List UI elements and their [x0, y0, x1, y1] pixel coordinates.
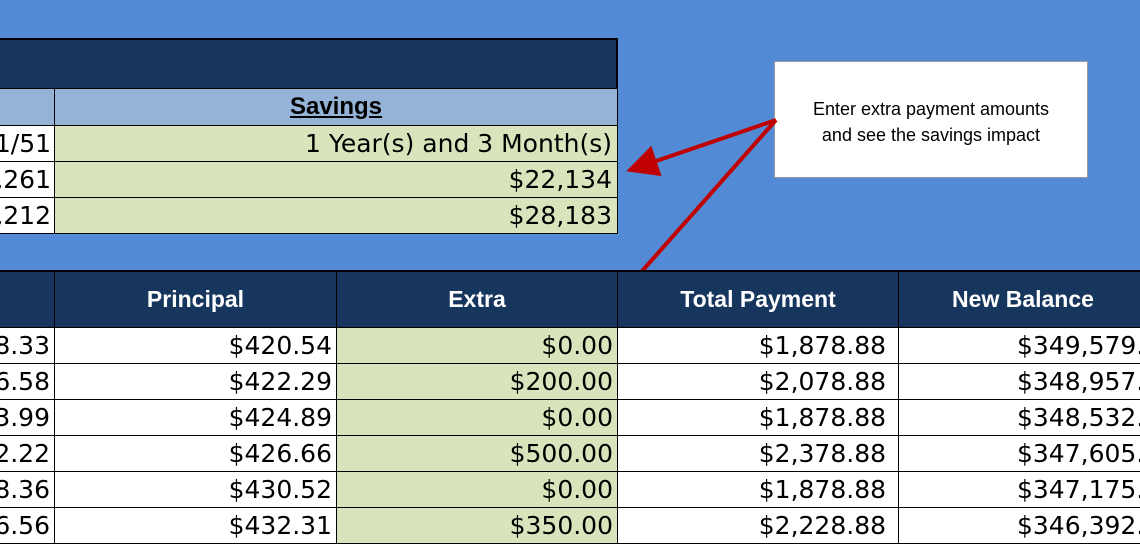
table-cell-total[interactable]: $1,878.88: [617, 327, 899, 364]
col-header-new-balance: New Balance: [898, 270, 1140, 328]
savings-header: Savings: [289, 93, 383, 120]
table-cell-total[interactable]: $1,878.88: [617, 471, 899, 508]
table-cell-total[interactable]: $1,878.88: [617, 399, 899, 436]
summary-corner-cell: [0, 88, 55, 126]
table-cell-balance[interactable]: $346,392.7: [898, 507, 1140, 544]
table-cell-c0[interactable]: 6.58: [0, 363, 55, 400]
table-cell-extra[interactable]: $0.00: [336, 327, 618, 364]
table-cell-extra[interactable]: $350.00: [336, 507, 618, 544]
table-cell-principal[interactable]: $420.54: [54, 327, 337, 364]
col-header-extra: Extra: [336, 270, 618, 328]
table-cell-c0[interactable]: 8.36: [0, 471, 55, 508]
callout-line-1: Enter extra payment amounts: [812, 99, 1050, 119]
table-cell-extra[interactable]: $0.00: [336, 399, 618, 436]
table-cell-principal[interactable]: $424.89: [54, 399, 337, 436]
table-cell-balance[interactable]: $347,175.: [898, 471, 1140, 508]
summary-left-cell-1[interactable]: 1/51: [0, 125, 55, 162]
table-cell-balance[interactable]: $348,532.3: [898, 399, 1140, 436]
table-cell-balance[interactable]: $349,579.4: [898, 327, 1140, 364]
col-header-total-payment: Total Payment: [617, 270, 899, 328]
table-cell-c0[interactable]: 3.99: [0, 399, 55, 436]
savings-total-cell[interactable]: $28,183: [54, 197, 618, 234]
col-header-0: [0, 270, 55, 328]
table-cell-principal[interactable]: $432.31: [54, 507, 337, 544]
callout-note: Enter extra payment amounts and see the …: [774, 61, 1088, 178]
table-cell-balance[interactable]: $347,605.6: [898, 435, 1140, 472]
table-cell-extra[interactable]: $500.00: [336, 435, 618, 472]
col-header-principal: Principal: [54, 270, 337, 328]
table-cell-extra[interactable]: $200.00: [336, 363, 618, 400]
arrow-to-savings: [626, 118, 777, 177]
summary-left-cell-3[interactable]: ,212: [0, 197, 55, 234]
table-cell-total[interactable]: $2,378.88: [617, 435, 899, 472]
summary-table: Savings 1/51 1 Year(s) and 3 Month(s) ,2…: [0, 88, 618, 234]
table-cell-balance[interactable]: $348,957.: [898, 363, 1140, 400]
table-cell-principal[interactable]: $422.29: [54, 363, 337, 400]
savings-interest-cell[interactable]: $22,134: [54, 161, 618, 198]
table-cell-extra[interactable]: $0.00: [336, 471, 618, 508]
table-cell-c0[interactable]: 2.22: [0, 435, 55, 472]
callout-line-2: and see the savings impact: [821, 125, 1041, 145]
table-cell-principal[interactable]: $430.52: [54, 471, 337, 508]
savings-header-cell: Savings: [54, 88, 618, 126]
table-cell-principal[interactable]: $426.66: [54, 435, 337, 472]
table-cell-total[interactable]: $2,078.88: [617, 363, 899, 400]
table-cell-c0[interactable]: 6.56: [0, 507, 55, 544]
table-cell-total[interactable]: $2,228.88: [617, 507, 899, 544]
table-cell-c0[interactable]: 8.33: [0, 327, 55, 364]
